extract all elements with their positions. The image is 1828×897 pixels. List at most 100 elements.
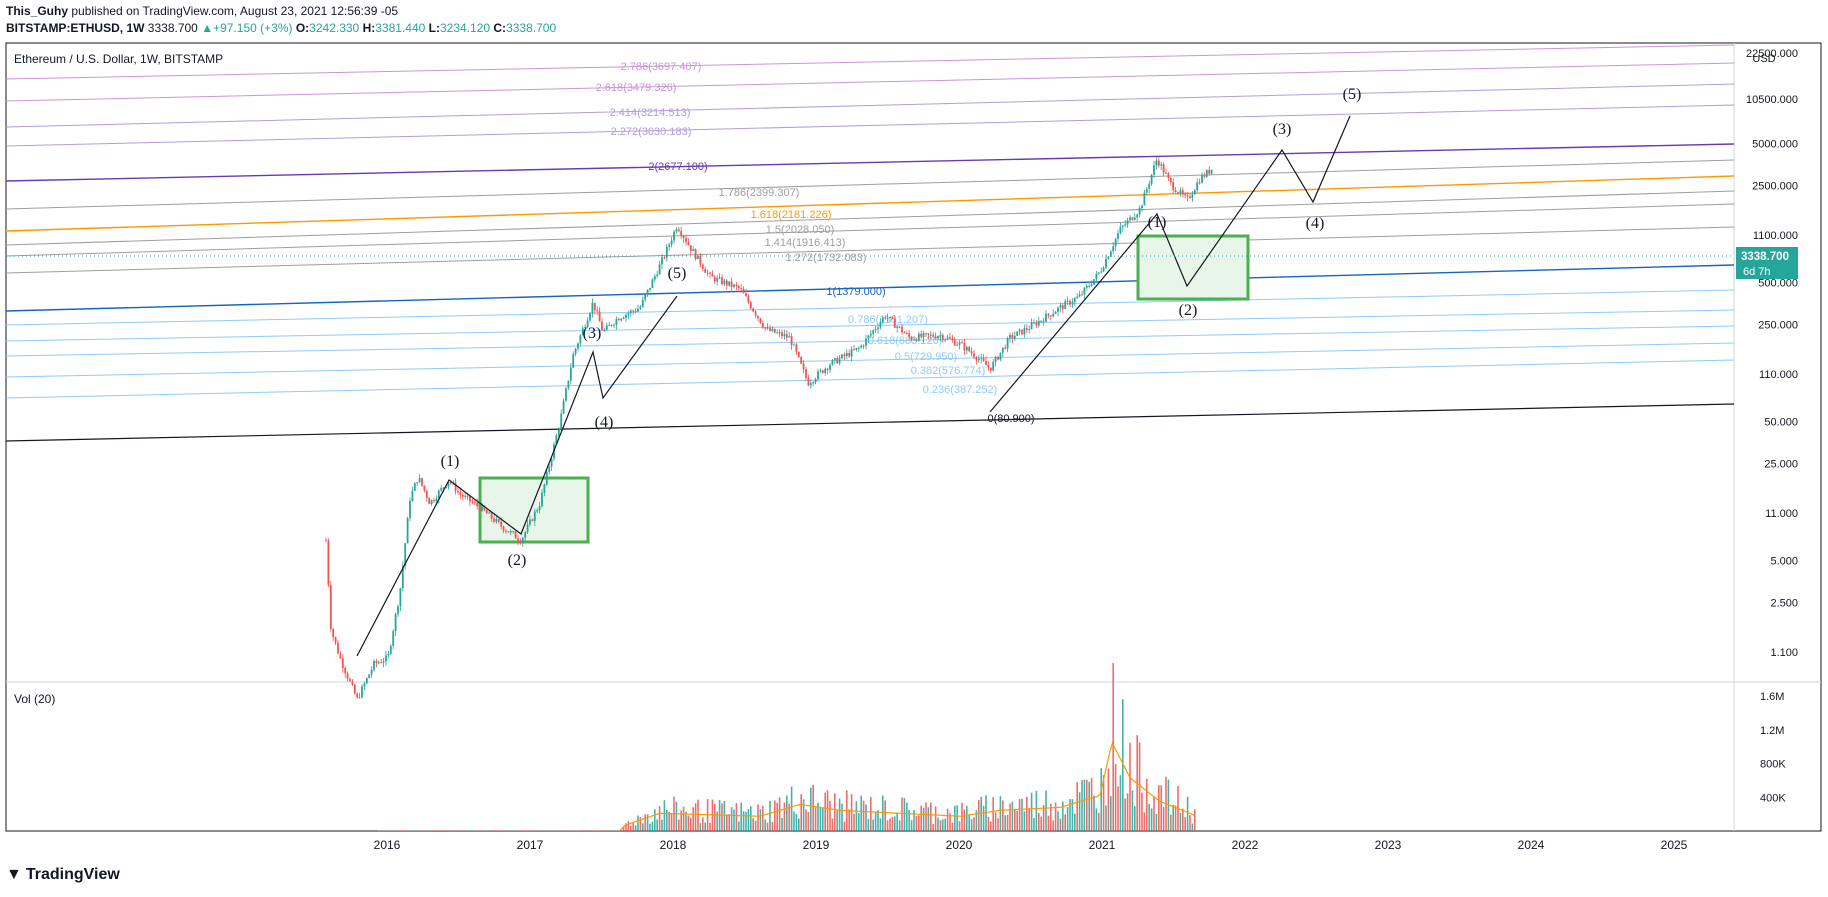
volume-bar-99 (615, 830, 618, 831)
volume-bar-49 (495, 830, 498, 831)
volume-bar-83 (577, 830, 579, 831)
fib-line-4[interactable] (5, 143, 1735, 182)
candle-body-83 (524, 532, 527, 538)
high-label: H: (362, 21, 376, 35)
volume-bar-296 (1088, 781, 1090, 831)
last-price-tag (1736, 247, 1798, 279)
elliott-wave-path-2021[interactable] (989, 115, 1351, 413)
tradingview-footer[interactable]: ▼ TradingView (6, 866, 120, 884)
volume-bar-4 (387, 830, 390, 831)
volume-bar-120 (666, 809, 668, 831)
fib-line-0[interactable] (5, 44, 1735, 80)
fib-extension-lines[interactable] (5, 44, 1735, 399)
fib-line-9[interactable] (5, 226, 1735, 274)
candle-body-71 (495, 519, 498, 522)
volume-bar-204 (867, 818, 870, 831)
volume-bar-48 (493, 830, 495, 831)
volume-bar-194 (843, 821, 846, 831)
volume-bar-37 (466, 830, 469, 831)
volume-bars (378, 662, 1196, 831)
fib-line-11[interactable] (5, 289, 1735, 326)
volume-bar-28 (445, 830, 447, 831)
candle-body-49 (442, 487, 445, 489)
volume-bar-58 (517, 830, 519, 831)
candle-body-221 (855, 347, 858, 350)
publisher-name[interactable]: This_Guhy (6, 4, 69, 18)
volume-bar-1 (380, 830, 382, 831)
candle-body-156 (699, 255, 702, 265)
candle-body-38 (416, 482, 419, 484)
candle-body-287 (1013, 335, 1016, 339)
candle-body-204 (814, 379, 817, 383)
fib-line-15[interactable] (5, 359, 1735, 399)
candle-body-131 (639, 306, 642, 309)
volume-bar-269 (1023, 811, 1026, 831)
volume-bar-93 (601, 830, 603, 831)
volume-legend[interactable]: Vol (20) (14, 692, 55, 706)
candle-body-58 (464, 495, 467, 497)
candle-body-179 (754, 311, 757, 316)
volume-bar-14 (411, 830, 414, 831)
candle-body-178 (752, 308, 755, 312)
candle-body-202 (809, 383, 812, 386)
elliott-wave-path-2016[interactable] (356, 295, 678, 657)
volume-bar-240 (954, 805, 956, 831)
volume-bar-284 (1059, 818, 1062, 831)
volume-bar-312 (1126, 793, 1129, 831)
candle-body-35 (409, 500, 411, 518)
volume-bar-113 (649, 823, 651, 831)
candle-body-366 (1203, 175, 1206, 177)
candle-body-124 (622, 317, 625, 319)
volume-bar-234 (939, 820, 942, 831)
fib-line-3[interactable] (5, 104, 1735, 147)
candle-body-163 (716, 277, 719, 282)
accumulation-zone-2021[interactable] (1136, 234, 1250, 301)
candle-body-346 (1155, 160, 1158, 166)
candle-body-226 (867, 335, 870, 339)
chart-title[interactable]: Ethereum / U.S. Dollar, 1W, BITSTAMP (14, 52, 223, 66)
volume-bar-299 (1095, 808, 1098, 831)
fib-line-14[interactable] (5, 342, 1735, 378)
candle-body-218 (848, 352, 851, 357)
candle-body-113 (596, 310, 599, 312)
fib-line-5[interactable] (5, 159, 1735, 210)
fib-line-8[interactable] (5, 203, 1735, 257)
candle-body-115 (601, 321, 603, 331)
candle-body-0 (325, 540, 327, 542)
volume-bar-78 (565, 830, 567, 831)
volume-bar-66 (536, 830, 538, 831)
volume-bar-176 (800, 794, 802, 831)
candle-body-101 (567, 380, 570, 389)
volume-bar-230 (930, 802, 932, 831)
volume-bar-198 (853, 813, 855, 831)
candle-body-87 (533, 511, 536, 521)
candle-body-41 (423, 485, 426, 491)
volume-bar-64 (531, 830, 534, 831)
accumulation-zone-2016[interactable] (478, 476, 590, 544)
fib-label-1: 2.618(3479.326) (596, 82, 677, 94)
fib-line-13[interactable] (5, 325, 1735, 357)
fib-line-10[interactable] (5, 264, 1735, 312)
volume-bar-46 (488, 830, 490, 831)
volume-bar-313 (1129, 742, 1131, 831)
fib-line-12[interactable] (5, 309, 1735, 342)
volume-bar-192 (838, 798, 841, 831)
volume-bar-141 (716, 811, 718, 831)
fib-line-6[interactable] (5, 175, 1735, 232)
fib-line-2[interactable] (5, 83, 1735, 128)
candle-body-31 (399, 588, 402, 607)
candle-body-321 (1095, 273, 1098, 280)
candle-body-64 (478, 506, 481, 511)
published-text: published on TradingView.com, August 23,… (71, 4, 399, 18)
candle-body-251 (927, 333, 930, 335)
volume-bar-288 (1069, 799, 1071, 831)
candle-body-136 (651, 279, 654, 288)
volume-bar-200 (858, 813, 860, 831)
fib-line-1[interactable] (5, 62, 1735, 102)
fib-line-7[interactable] (5, 190, 1735, 246)
candle-body-82 (521, 537, 524, 544)
support-trendline[interactable] (5, 403, 1735, 442)
candle-body-9 (346, 673, 349, 679)
candle-body-328 (1112, 246, 1115, 252)
